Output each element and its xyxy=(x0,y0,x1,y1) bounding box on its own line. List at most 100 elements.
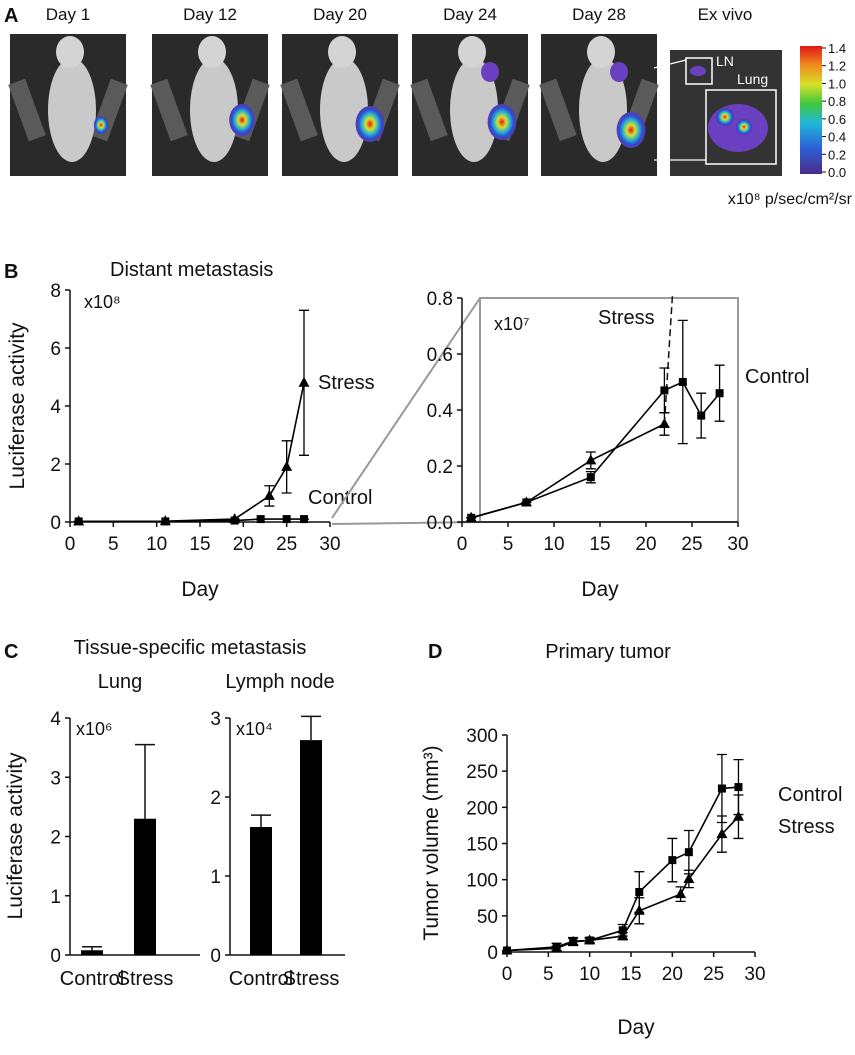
signal xyxy=(716,108,734,126)
y-tick-label: 150 xyxy=(466,835,498,856)
y-tick-label: 300 xyxy=(466,726,498,747)
marker xyxy=(734,783,743,792)
category-label: Stress xyxy=(117,968,174,990)
x-tick-label: 5 xyxy=(108,534,119,555)
y-tick-label: 3 xyxy=(50,768,61,789)
marker xyxy=(256,515,265,524)
panel-label: B xyxy=(4,261,18,283)
x-axis-label: Day xyxy=(581,578,619,601)
tape xyxy=(280,78,318,142)
signal xyxy=(610,62,628,82)
marker xyxy=(585,454,597,465)
y-tick-label: 50 xyxy=(477,907,498,928)
x-tick-label: 30 xyxy=(744,964,765,985)
error-bar xyxy=(135,743,155,819)
signal xyxy=(736,119,752,135)
colorbar-tick-label: 0.8 xyxy=(828,94,846,109)
x-tick-label: 20 xyxy=(662,964,683,985)
signal xyxy=(481,62,499,82)
y-axis-label: Tumor volume (mm³) xyxy=(420,745,443,940)
colorbar xyxy=(800,46,822,174)
image-label: Day 20 xyxy=(313,5,367,24)
panel-label: D xyxy=(428,641,442,663)
mouse-head xyxy=(458,36,486,68)
y-tick-label: 0 xyxy=(50,513,61,534)
x-tick-label: 0 xyxy=(65,534,76,555)
tape xyxy=(539,78,577,142)
signal xyxy=(690,66,706,76)
error-bar xyxy=(251,814,271,828)
chart-subtitle: Lymph node xyxy=(225,671,334,693)
colorbar-tick-label: 0.0 xyxy=(828,165,846,180)
x-tick-label: 0 xyxy=(457,534,468,555)
y-tick-label: 0 xyxy=(487,943,498,964)
x-tick-label: 25 xyxy=(276,534,297,555)
series-line xyxy=(78,382,305,523)
y-tick-label: 4 xyxy=(50,709,61,730)
mouse-body xyxy=(320,58,368,162)
multiplier: x10⁴ xyxy=(236,719,273,739)
chart-title: Distant metastasis xyxy=(110,259,273,281)
y-tick-label: 3 xyxy=(210,709,221,730)
signal xyxy=(93,116,109,134)
series-label: Stress xyxy=(778,816,835,838)
y-tick-label: 1 xyxy=(50,887,61,908)
y-axis-label: Luciferase activity xyxy=(6,322,29,489)
marker xyxy=(697,411,706,420)
multiplier: x10⁷ xyxy=(494,314,530,334)
x-tick-label: 15 xyxy=(589,534,610,555)
marker xyxy=(584,934,596,945)
y-axis-label: Luciferase activity xyxy=(4,752,27,919)
bar xyxy=(81,950,103,955)
x-tick-label: 30 xyxy=(727,534,748,555)
image-label: Day 12 xyxy=(183,5,237,24)
tape xyxy=(410,78,448,142)
y-tick-label: 0.0 xyxy=(427,513,453,534)
image-label: Ex vivo xyxy=(698,5,753,24)
colorbar-tick-label: 0.6 xyxy=(828,112,846,127)
y-tick-label: 1 xyxy=(210,867,221,888)
panel-label: A xyxy=(4,5,18,27)
tape xyxy=(8,78,46,142)
x-tick-label: 5 xyxy=(543,964,554,985)
marker xyxy=(567,935,579,946)
y-tick-label: 0.8 xyxy=(427,289,453,310)
connector xyxy=(653,59,687,69)
bar xyxy=(250,827,272,955)
x-tick-label: 10 xyxy=(543,534,564,555)
marker xyxy=(617,930,629,941)
marker xyxy=(717,784,726,793)
marker xyxy=(675,888,687,899)
y-tick-label: 100 xyxy=(466,871,498,892)
series-line xyxy=(506,816,740,952)
y-tick-label: 0.4 xyxy=(427,401,454,422)
marker xyxy=(678,378,687,386)
colorbar-tick-label: 1.2 xyxy=(828,59,846,74)
ln-box xyxy=(685,57,713,85)
colorbar-tick-label: 1.4 xyxy=(828,41,846,56)
mouse-head xyxy=(587,36,615,68)
marker xyxy=(684,848,693,857)
x-tick-label: 0 xyxy=(502,964,513,985)
x-tick-label: 20 xyxy=(635,534,656,555)
y-tick-label: 0.2 xyxy=(427,457,453,478)
marker xyxy=(551,942,563,953)
y-tick-label: 2 xyxy=(50,455,61,476)
category-label: Stress xyxy=(283,968,340,990)
y-tick-label: 0 xyxy=(210,946,221,967)
zoom-connector xyxy=(331,297,481,519)
marker xyxy=(74,517,83,526)
mouse-body xyxy=(579,58,627,162)
signal xyxy=(487,104,517,140)
series-label: Stress xyxy=(598,307,655,329)
mouse-head xyxy=(198,36,226,68)
y-tick-label: 4 xyxy=(50,397,61,418)
marker xyxy=(635,887,644,896)
x-tick-label: 30 xyxy=(319,534,340,555)
marker xyxy=(586,473,595,482)
signal xyxy=(355,106,385,142)
category-label: Control xyxy=(60,968,124,990)
x-tick-label: 25 xyxy=(681,534,702,555)
marker xyxy=(263,489,275,500)
x-tick-label: 5 xyxy=(503,534,514,555)
